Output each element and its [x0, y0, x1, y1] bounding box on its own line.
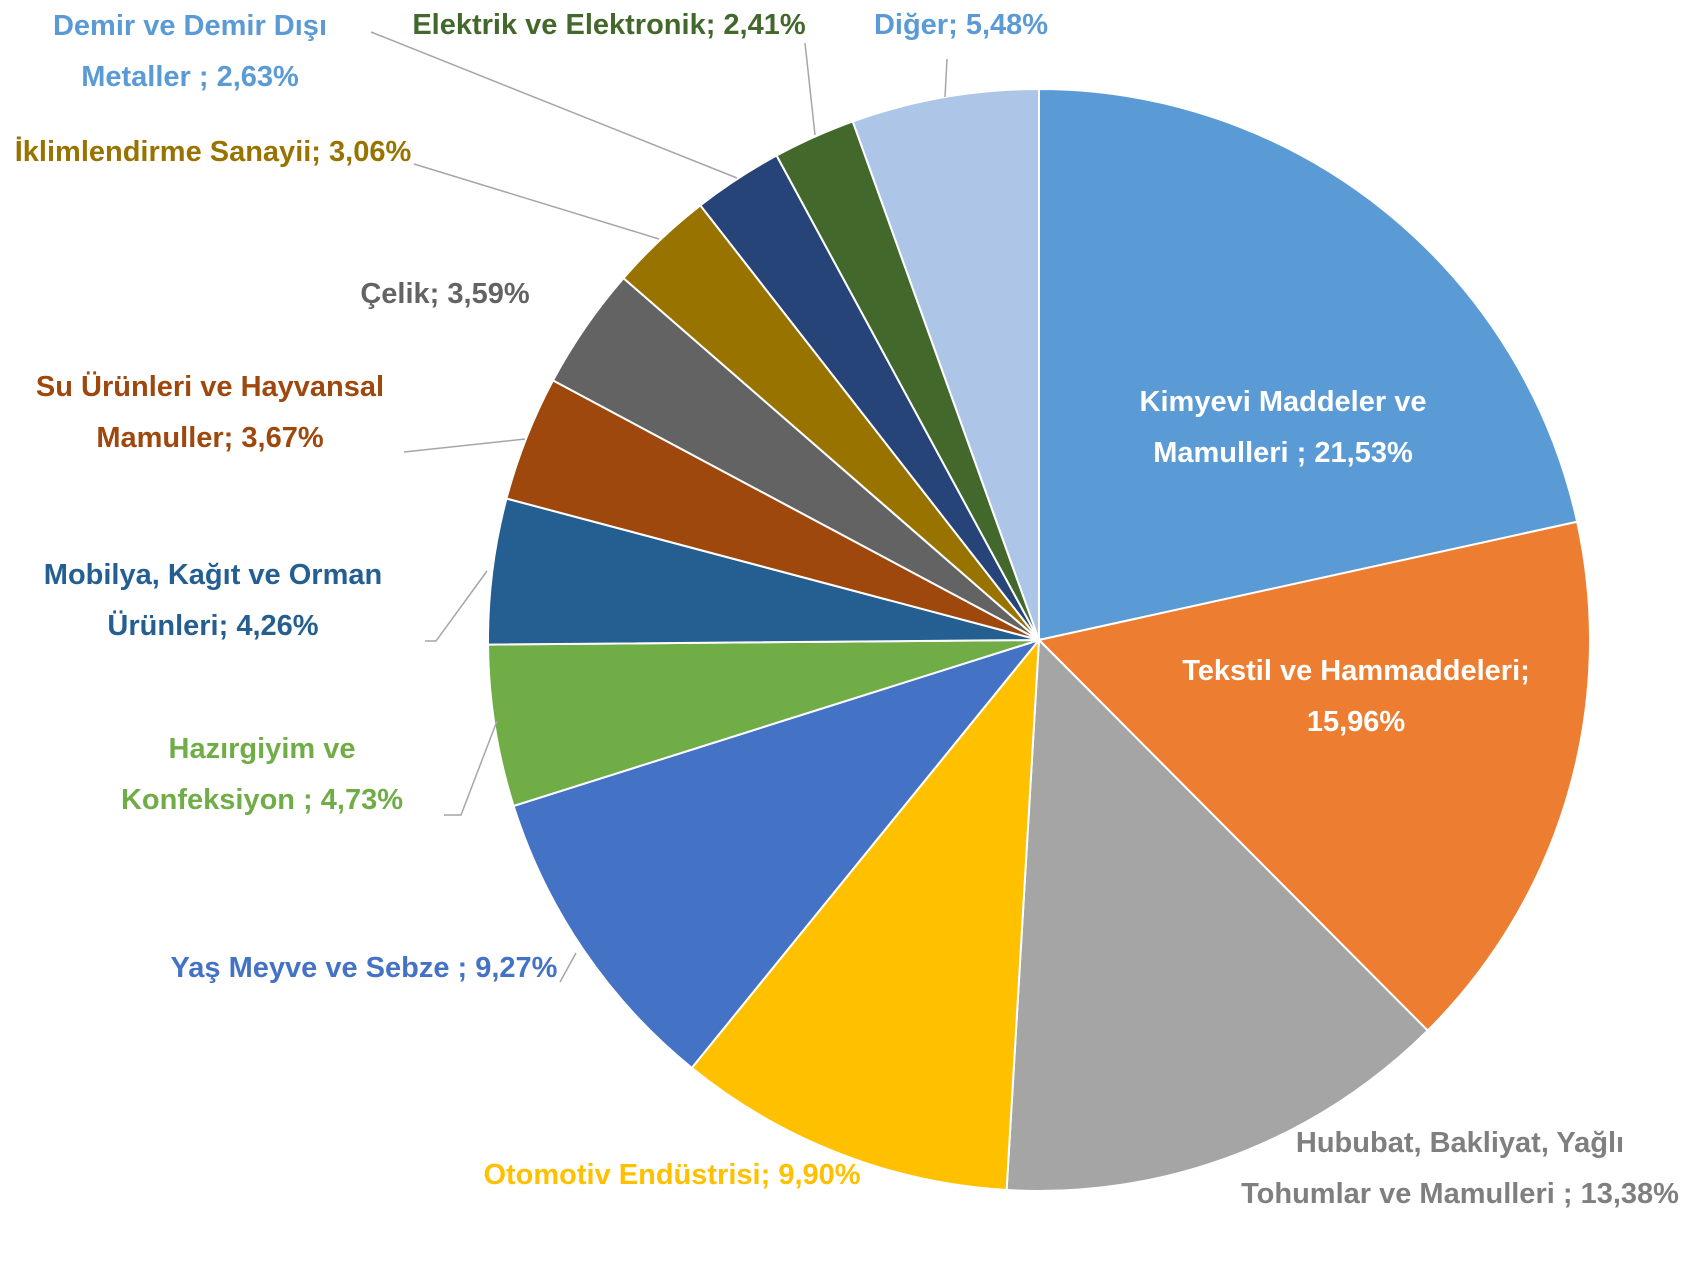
category-label: Hazırgiyim ve Konfeksiyon ; — [120, 733, 356, 816]
data-label: Otomotiv Endüstrisi; 9,90% — [472, 1150, 872, 1201]
leader-line — [804, 42, 816, 136]
value-label: 4,73% — [320, 784, 404, 816]
leader-line — [444, 720, 498, 816]
category-label: Demir ve Demir Dışı Metaller ; — [52, 10, 327, 93]
category-label: Otomotiv Endüstrisi; — [483, 1159, 771, 1191]
data-label: Demir ve Demir Dışı Metaller ; 2,63% — [0, 1, 380, 103]
value-label: 9,90% — [778, 1159, 861, 1191]
leader-line — [944, 58, 948, 98]
data-label: Hazırgiyim ve Konfeksiyon ; 4,73% — [87, 724, 437, 826]
category-label: Tekstil ve Hammaddeleri; — [1182, 655, 1530, 687]
category-label: Su Ürünleri ve Hayvansal Mamuller; — [35, 371, 385, 454]
category-label: Hububat, Bakliyat, Yağlı Tohumlar ve Mam… — [1241, 1127, 1625, 1210]
leader-line — [413, 163, 660, 240]
category-label: Kimyevi Maddeler ve Mamulleri ; — [1139, 386, 1427, 469]
value-label: 2,63% — [216, 61, 299, 93]
pie-slice — [1038, 87, 1579, 642]
data-label: Kimyevi Maddeler ve Mamulleri ; 21,53% — [1073, 377, 1493, 479]
data-label: Elektrik ve Elektronik; 2,41% — [409, 0, 809, 51]
value-label: 3,06% — [329, 136, 412, 168]
pie — [487, 87, 1591, 1192]
data-label: Hububat, Bakliyat, Yağlı Tohumlar ve Mam… — [1240, 1118, 1680, 1220]
value-label: 3,67% — [241, 422, 324, 454]
data-label: Tekstil ve Hammaddeleri; 15,96% — [1136, 646, 1576, 748]
leader-line — [559, 952, 577, 983]
value-label: 15,96% — [1306, 706, 1406, 738]
data-label: İklimlendirme Sanayii; 3,06% — [3, 127, 423, 178]
pie-slice — [690, 636, 1041, 1192]
category-label: Çelik; — [360, 278, 440, 310]
value-label: 13,38% — [1580, 1178, 1679, 1210]
category-label: Mobilya, Kağıt ve Orman Ürünleri; — [43, 559, 383, 642]
value-label: 9,27% — [475, 952, 558, 984]
data-label: Mobilya, Kağıt ve Orman Ürünleri; 4,26% — [3, 550, 423, 652]
data-label: Çelik; 3,59% — [295, 269, 595, 320]
pie-slice — [512, 638, 1042, 1070]
category-label: Diğer; — [873, 9, 958, 41]
leader-line — [370, 31, 738, 179]
value-label: 3,59% — [447, 278, 530, 310]
pie-slice — [851, 87, 1040, 641]
data-label: Diğer; 5,48% — [811, 0, 1111, 51]
category-label: Yaş Meyve ve Sebze ; — [170, 952, 468, 984]
pie-slice — [1005, 637, 1430, 1192]
leader-line — [425, 570, 488, 642]
value-label: 2,41% — [723, 9, 806, 41]
data-label: Su Ürünleri ve Hayvansal Mamuller; 3,67% — [25, 362, 395, 464]
data-label: Yaş Meyve ve Sebze ; 9,27% — [154, 943, 574, 994]
value-label: 5,48% — [965, 9, 1049, 41]
leader-line — [403, 438, 526, 453]
value-label: 21,53% — [1314, 437, 1413, 469]
value-label: 4,26% — [236, 610, 319, 642]
pie-slice — [1037, 520, 1591, 1032]
category-label: İklimlendirme Sanayii; — [14, 136, 321, 168]
category-label: Elektrik ve Elektronik; — [412, 9, 716, 41]
